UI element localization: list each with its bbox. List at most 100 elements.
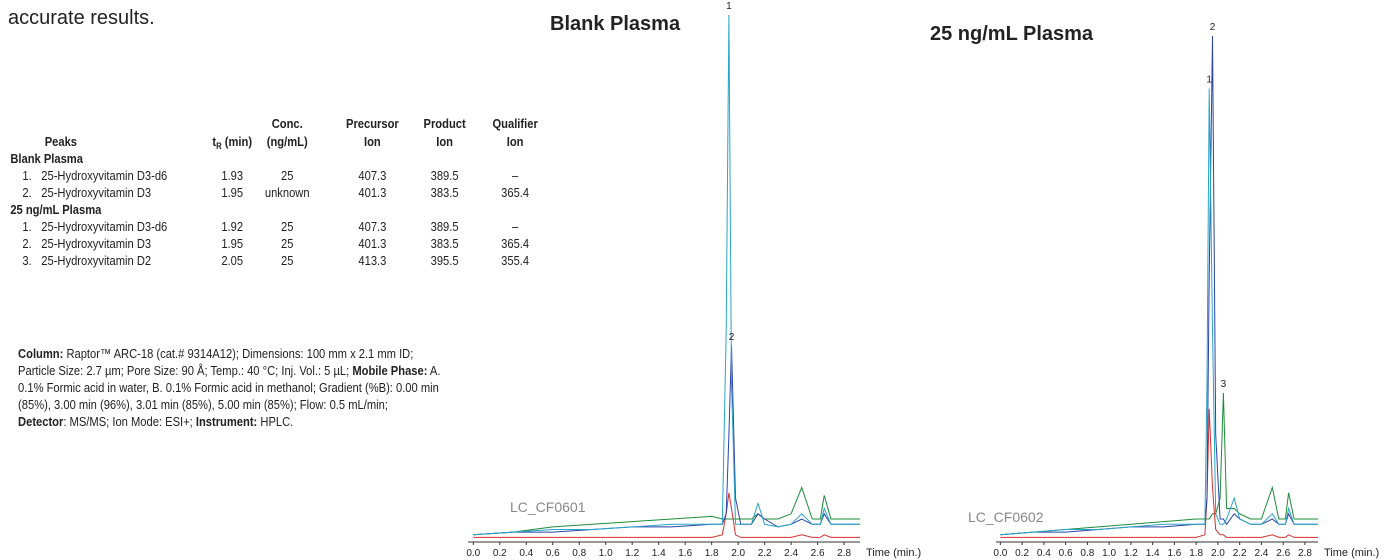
trace	[473, 492, 860, 538]
trace	[1000, 408, 1318, 538]
watermark: LC_CF0602	[968, 509, 1044, 525]
cell-product: 395.5	[431, 253, 459, 268]
conditions-text: Detector	[18, 414, 64, 429]
peak-name: 25-Hydroxyvitamin D3	[41, 185, 151, 200]
x-tick-label: 0.4	[1037, 548, 1051, 559]
cell-qualifier: 355.4	[501, 253, 529, 268]
x-tick-label: 2.2	[758, 548, 772, 559]
conditions-text: Mobile Phase:	[352, 363, 427, 378]
cell-product: 383.5	[431, 236, 459, 251]
x-tick-label: 2.4	[1254, 548, 1268, 559]
x-tick-label: 2.8	[837, 548, 851, 559]
peak-number: 1.	[22, 168, 31, 183]
peak-name: 25-Hydroxyvitamin D3-d6	[41, 168, 167, 183]
group-label: 25 ng/mL Plasma	[10, 202, 101, 217]
cell-product: 389.5	[431, 219, 459, 234]
conditions-text: Raptor™ ARC-18 (cat.# 9314A12); Dimensio…	[63, 346, 413, 361]
cell-conc: 25	[281, 219, 294, 234]
conditions-text: Column:	[18, 346, 63, 361]
x-tick-label: 2.4	[784, 548, 798, 559]
x-tick-label: 2.0	[1211, 548, 1225, 559]
intro-text: accurate results.	[8, 7, 155, 29]
chart-title: Blank Plasma	[550, 13, 681, 35]
header-product: Ion	[436, 134, 453, 149]
cell-precursor: 407.3	[358, 168, 386, 183]
x-tick-label: 2.2	[1233, 548, 1247, 559]
x-axis-label: Time (min.)	[1324, 547, 1379, 559]
header-product: Product	[424, 116, 466, 131]
peak-label: 1	[726, 1, 732, 12]
cell-precursor: 413.3	[358, 253, 386, 268]
conditions-text: Instrument:	[196, 414, 257, 429]
trace	[1000, 392, 1318, 536]
peak-label: 2	[729, 332, 735, 343]
cell-tr: 1.95	[221, 236, 243, 251]
x-tick-label: 1.8	[1189, 548, 1203, 559]
peak-label: 2	[1210, 22, 1216, 33]
header-precursor: Ion	[364, 134, 381, 149]
peak-number: 2.	[22, 185, 31, 200]
cell-conc: unknown	[265, 185, 310, 200]
cell-tr: 1.95	[221, 185, 243, 200]
left-panel: Peaks tR (min) Conc. (ng/mL) Precursor Ion Pro…	[10, 116, 538, 429]
cell-conc: 25	[281, 253, 294, 268]
x-tick-label: 0.6	[1059, 548, 1073, 559]
header-qualifier: Qualifier	[492, 116, 538, 131]
header-qualifier: Ion	[507, 134, 524, 149]
conditions-text: : MS/MS; Ion Mode: ESI+;	[63, 414, 195, 429]
conditions-text: A.	[427, 363, 440, 378]
cell-tr: 1.92	[221, 219, 243, 234]
header-tr-sub: R	[216, 140, 222, 151]
peak-number: 3.	[22, 253, 31, 268]
header-conc: Conc.	[272, 116, 303, 131]
cell-conc: 25	[281, 168, 294, 183]
peak-label: 3	[1221, 379, 1227, 390]
x-tick-label: 2.6	[1276, 548, 1290, 559]
x-tick-label: 2.6	[811, 548, 825, 559]
x-tick-label: 1.8	[705, 548, 719, 559]
x-tick-label: 0.6	[546, 548, 560, 559]
conditions-line: Detector: MS/MS; Ion Mode: ESI+; Instrum…	[18, 414, 293, 429]
header-conc: (ng/mL)	[267, 134, 308, 149]
x-axis-label: Time (min.)	[866, 547, 921, 559]
cell-precursor: 407.3	[358, 219, 386, 234]
conditions-text: (85%), 3.00 min (96%), 3.01 min (85%), 5…	[18, 397, 388, 412]
cell-conc: 25	[281, 236, 294, 251]
header-tr: tR (min)	[212, 134, 252, 151]
x-tick-label: 0.2	[1015, 548, 1029, 559]
chart-title: 25 ng/mL Plasma	[930, 23, 1094, 45]
x-tick-label: 1.6	[1167, 548, 1181, 559]
conditions-line: 0.1% Formic acid in water, B. 0.1% Formi…	[18, 380, 439, 395]
header-precursor: Precursor	[346, 116, 399, 131]
cell-precursor: 401.3	[358, 185, 386, 200]
peak-label: 1	[1206, 75, 1212, 86]
x-tick-label: 1.6	[678, 548, 692, 559]
cell-product: 383.5	[431, 185, 459, 200]
watermark: LC_CF0601	[510, 499, 586, 515]
cell-product: 389.5	[431, 168, 459, 183]
header-tr-unit: (min)	[222, 134, 252, 149]
x-tick-label: 2.8	[1298, 548, 1312, 559]
x-tick-label: 1.2	[1124, 548, 1138, 559]
trace	[1000, 35, 1318, 536]
peak-number: 1.	[22, 219, 31, 234]
conditions-text: 0.1% Formic acid in water, B. 0.1% Formi…	[18, 380, 439, 395]
x-tick-label: 0.4	[519, 548, 533, 559]
peak-number: 2.	[22, 236, 31, 251]
conditions-line: Particle Size: 2.7 µm; Pore Size: 90 Å; …	[18, 362, 440, 378]
cell-precursor: 401.3	[358, 236, 386, 251]
conditions-text: Particle Size: 2.7 µm; Pore Size: 90 Å; …	[18, 362, 352, 378]
x-tick-label: 0.0	[466, 548, 480, 559]
conditions-text: HPLC.	[257, 414, 293, 429]
x-tick-label: 0.2	[493, 548, 507, 559]
x-tick-label: 1.2	[625, 548, 639, 559]
cell-qualifier: –	[512, 219, 518, 234]
peak-name: 25-Hydroxyvitamin D3	[41, 236, 151, 251]
conditions-line: (85%), 3.00 min (96%), 3.01 min (85%), 5…	[18, 397, 388, 412]
header-tr-symbol: t	[212, 134, 216, 149]
x-tick-label: 2.0	[731, 548, 745, 559]
cell-tr: 1.93	[221, 168, 243, 183]
x-tick-label: 1.4	[652, 548, 666, 559]
